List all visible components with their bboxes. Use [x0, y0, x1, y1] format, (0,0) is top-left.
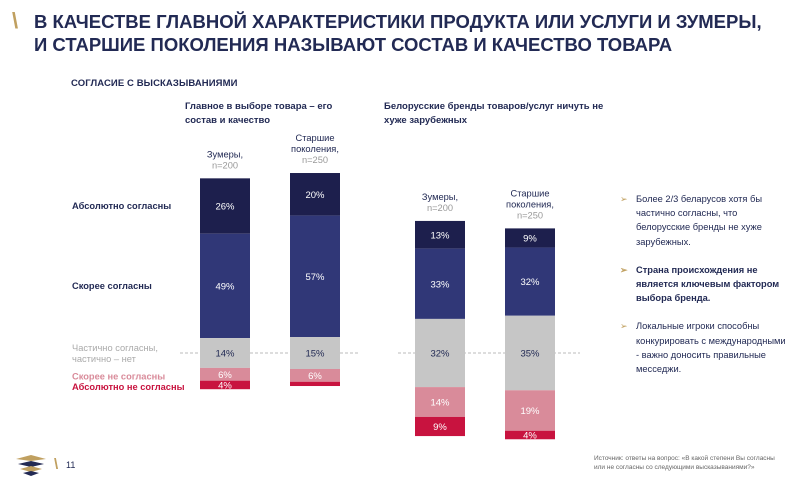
bar-segment	[200, 380, 250, 390]
data-label: 32%	[430, 349, 450, 360]
bullet-arrow-icon: ➢	[620, 321, 628, 332]
title-accent-slash: \	[12, 8, 19, 33]
page-number-accent: \	[54, 456, 59, 473]
bar-segment	[505, 315, 555, 391]
category-label: Зумеры,	[207, 149, 243, 159]
bar-segment	[415, 318, 465, 388]
category-label: Старшие	[510, 188, 549, 198]
insight-item: ➢ Страна происхождения не является ключев…	[620, 263, 790, 306]
data-label: 26%	[215, 202, 235, 213]
data-label: 9%	[523, 233, 537, 244]
legend-label: Частично согласны,	[72, 343, 158, 353]
data-label: 4%	[523, 431, 537, 442]
bar-segment	[415, 387, 465, 417]
insight-text: Локальные игроки способны конкурировать …	[636, 321, 786, 375]
chart-1-title: Главное в выборе товара – его состав и к…	[185, 101, 333, 126]
page-title: В КАЧЕСТВЕ ГЛАВНОЙ ХАРАКТЕРИСТИКИ ПРОДУК…	[34, 11, 762, 55]
legend-label: Скорее согласны	[72, 281, 152, 291]
bar-segment	[290, 381, 340, 387]
bullet-arrow-icon: ➢	[620, 194, 628, 204]
bar-segment	[415, 248, 465, 319]
data-label: 9%	[433, 422, 447, 433]
page-number: 11	[66, 460, 76, 470]
data-label: 57%	[305, 272, 325, 283]
legend-label: Абсолютно согласны	[72, 201, 171, 211]
insight-text: Страна происхождения не является ключевы…	[636, 264, 780, 304]
data-label: 32%	[520, 277, 540, 288]
bar-segment	[415, 416, 465, 437]
data-label: 15%	[305, 349, 325, 360]
insight-item: ➢ Более 2/3 беларусов хотя бы частично со…	[620, 192, 790, 249]
data-label: 13%	[430, 230, 450, 241]
insights-list: ➢ Более 2/3 беларусов хотя бы частично со…	[620, 192, 790, 390]
data-label: 33%	[430, 279, 450, 290]
section-label: СОГЛАСИЕ С ВЫСКАЗЫВАНИЯМИ	[71, 78, 238, 89]
sample-size-label: n=200	[212, 160, 238, 170]
data-label: 20%	[305, 190, 325, 201]
sample-size-label: n=250	[302, 155, 328, 165]
bar-segment	[200, 338, 250, 368]
category-label: поколения,	[291, 144, 339, 154]
bar-segment	[505, 247, 555, 316]
bar-segment	[200, 178, 250, 234]
bar-segment	[505, 228, 555, 248]
insight-text: Более 2/3 беларусов хотя бы частично сог…	[636, 194, 763, 247]
bar-segment	[290, 337, 340, 369]
bar-segment	[290, 368, 340, 382]
source-note: Источник: ответы на вопрос: «В какой сте…	[594, 455, 775, 471]
data-label: 19%	[520, 406, 540, 417]
data-label: 6%	[218, 370, 232, 381]
legend-label: частично – нет	[72, 354, 137, 364]
data-label: 6%	[308, 371, 322, 382]
data-label: 49%	[215, 281, 235, 292]
bar-segment	[505, 430, 555, 440]
data-label: 35%	[520, 349, 540, 360]
chart-2-title: Белорусские бренды товаров/услуг ничуть …	[384, 101, 604, 126]
company-logo-icon	[14, 455, 48, 482]
bar-segment	[200, 233, 250, 339]
insight-item: ➢ Локальные игроки способны конкурировать…	[620, 319, 790, 376]
bar-segment	[290, 173, 340, 216]
category-label: Зумеры,	[422, 192, 458, 202]
data-label: 4%	[218, 380, 232, 391]
bar-segment	[290, 215, 340, 338]
bar-segment	[415, 220, 465, 249]
bar-segment	[200, 367, 250, 381]
legend-label: Абсолютно не согласны	[72, 382, 185, 392]
category-label: Старшие	[295, 133, 334, 143]
legend-label: Скорее не согласны	[72, 371, 165, 381]
category-label: поколения,	[506, 199, 554, 209]
data-label: 14%	[430, 397, 450, 408]
sample-size-label: n=250	[517, 210, 543, 220]
data-label: 14%	[215, 349, 235, 360]
sample-size-label: n=200	[427, 203, 453, 213]
bar-segment	[505, 390, 555, 431]
bullet-arrow-icon: ➢	[620, 264, 628, 275]
